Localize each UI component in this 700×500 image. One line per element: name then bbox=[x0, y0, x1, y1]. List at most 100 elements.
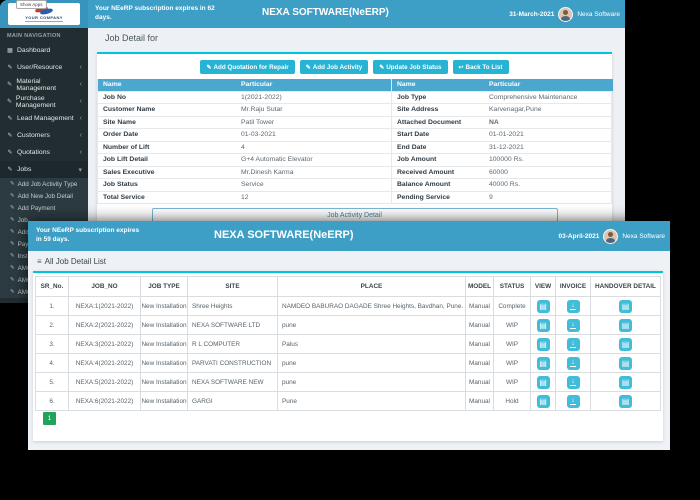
view-button[interactable]: ▤ bbox=[536, 299, 550, 313]
sidebar-item-user-resource[interactable]: ✎ User/Resource ‹ bbox=[0, 59, 88, 76]
detail-value: 60000 bbox=[484, 167, 613, 179]
detail-label: Number of Lift bbox=[98, 142, 236, 154]
sidebar-item-label: Lead Management bbox=[17, 115, 74, 122]
handover-detail-button[interactable]: ▤ bbox=[619, 337, 632, 351]
submenu-item-add-payment[interactable]: ✎ Add Payment bbox=[0, 202, 88, 214]
cell-job-no: NEXA:1(2021-2022) bbox=[69, 297, 141, 316]
column-header-job-type[interactable]: JOB TYPE bbox=[141, 277, 188, 297]
logo-area[interactable]: YOUR COMPANY bbox=[0, 0, 88, 28]
submenu-item[interactable]: ✎ AMC bbox=[0, 262, 88, 274]
submenu-item[interactable]: ✎ Pay bbox=[0, 238, 88, 250]
cell-site: GARGI bbox=[188, 392, 278, 411]
view-button[interactable]: ▤ bbox=[536, 318, 550, 332]
show-apps-tooltip[interactable]: Show Apps bbox=[16, 0, 47, 9]
add-job-activity-button[interactable]: ✎ Add Job Activity bbox=[299, 60, 369, 74]
download-icon: ↓ bbox=[570, 302, 576, 310]
submenu-item[interactable]: ✎ Add bbox=[0, 226, 88, 238]
invoice-button[interactable]: ↓ bbox=[566, 394, 580, 408]
detail-value: NA bbox=[484, 117, 613, 129]
edit-icon: ✎ bbox=[7, 150, 13, 156]
handover-detail-button[interactable]: ▤ bbox=[619, 356, 632, 370]
column-header-site[interactable]: SITE bbox=[188, 277, 278, 297]
handover-icon: ▤ bbox=[621, 396, 630, 406]
view-button[interactable]: ▤ bbox=[536, 394, 550, 408]
submenu-item[interactable]: ✎ Inst bbox=[0, 250, 88, 262]
sidebar-item-quotations[interactable]: ✎ Quotations ‹ bbox=[0, 144, 88, 161]
user-name: Nexa Software bbox=[622, 232, 665, 240]
page-1-button[interactable]: 1 bbox=[43, 412, 56, 425]
detail-label: Job Type bbox=[391, 91, 484, 104]
submenu-item[interactable]: ✎ AMC bbox=[0, 286, 88, 298]
add-quotation-for-repair-button[interactable]: ✎ Add Quotation for Repair bbox=[200, 60, 295, 74]
view-icon: ▤ bbox=[539, 320, 547, 330]
column-header-place[interactable]: PLACE bbox=[278, 277, 466, 297]
edit-icon: ✎ bbox=[10, 253, 15, 259]
detail-value: Comprehensive Maintenance bbox=[484, 92, 613, 104]
sidebar-item-material-management[interactable]: ✎ Material Management ‹ bbox=[0, 76, 88, 93]
logo-company-name: YOUR COMPANY bbox=[25, 14, 63, 22]
cell-sr-no: 2. bbox=[36, 316, 69, 335]
dashboard-icon: ▦ bbox=[7, 48, 13, 54]
detail-label: Received Amount bbox=[391, 166, 484, 179]
sidebar-item-customers[interactable]: ✎ Customers ‹ bbox=[0, 127, 88, 144]
cell-status: WIP bbox=[494, 316, 531, 335]
update-job-status-button[interactable]: ✎ Update Job Status bbox=[373, 60, 448, 74]
detail-label: Site Name bbox=[98, 117, 236, 129]
edit-icon: ✎ bbox=[10, 265, 15, 271]
sidebar-item-jobs[interactable]: ✎ Jobs ▾ bbox=[0, 161, 88, 178]
submenu-item[interactable]: ✎ AMC bbox=[0, 274, 88, 286]
back-to-list-button[interactable]: ↩ Back To List bbox=[452, 60, 509, 74]
invoice-button[interactable]: ↓ bbox=[566, 299, 580, 313]
handover-detail-button[interactable]: ▤ bbox=[619, 394, 632, 408]
job-detail-table: Name Particular Name Particular Job No 1… bbox=[97, 79, 613, 204]
detail-value: 40000 Rs. bbox=[484, 179, 613, 192]
job-list-table: SR_No. JOB_NO JOB TYPE SITE PLACE MODEL … bbox=[35, 276, 661, 411]
view-button[interactable]: ▤ bbox=[536, 375, 550, 389]
invoice-button[interactable]: ↓ bbox=[566, 337, 580, 351]
job-list-card: SR_No. JOB_NO JOB TYPE SITE PLACE MODEL … bbox=[33, 271, 663, 441]
column-header-job-no[interactable]: JOB_NO bbox=[69, 277, 141, 297]
subscription-line1: Your NEeRP subscription expires bbox=[36, 227, 140, 234]
submenu-label: Add New Job Detail bbox=[17, 192, 73, 200]
column-header-handover-detail[interactable]: HANDOVER DETAIL bbox=[591, 277, 661, 297]
user-menu[interactable]: 03-April-2021 Nexa Software bbox=[559, 221, 665, 251]
user-menu[interactable]: 31-March-2021 Nexa Software bbox=[509, 0, 620, 28]
current-date: 31-March-2021 bbox=[509, 10, 555, 18]
invoice-button[interactable]: ↓ bbox=[566, 318, 580, 332]
button-label: Add Job Activity bbox=[312, 63, 363, 71]
handover-detail-button[interactable]: ▤ bbox=[619, 299, 632, 313]
handover-detail-button[interactable]: ▤ bbox=[619, 318, 632, 332]
column-header-sr-no[interactable]: SR_No. bbox=[36, 277, 69, 297]
invoice-button[interactable]: ↓ bbox=[566, 375, 580, 389]
column-header-model[interactable]: MODEL bbox=[466, 277, 494, 297]
submenu-item-add-new-job-detail[interactable]: ✎ Add New Job Detail bbox=[0, 190, 88, 202]
cell-sr-no: 3. bbox=[36, 335, 69, 354]
handover-icon: ▤ bbox=[621, 301, 630, 311]
job-detail-card: ✎ Add Quotation for Repair ✎ Add Job Activ… bbox=[97, 52, 613, 236]
edit-icon: ✎ bbox=[7, 133, 13, 139]
sidebar-item-lead-management[interactable]: ✎ Lead Management ‹ bbox=[0, 110, 88, 127]
column-header-view[interactable]: VIEW bbox=[531, 277, 556, 297]
handover-detail-button[interactable]: ▤ bbox=[619, 375, 632, 389]
user-avatar[interactable] bbox=[558, 6, 574, 22]
user-avatar[interactable] bbox=[603, 228, 619, 244]
detail-value: 01-01-2021 bbox=[484, 129, 613, 142]
column-header: Particular bbox=[236, 79, 391, 92]
column-header-status[interactable]: STATUS bbox=[494, 277, 531, 297]
cell-model: Manual bbox=[466, 392, 494, 411]
view-button[interactable]: ▤ bbox=[536, 337, 550, 351]
submenu-item[interactable]: ✎ Job bbox=[0, 214, 88, 226]
list-icon: ≡ bbox=[37, 257, 42, 266]
sidebar-item-dashboard[interactable]: ▦ Dashboard bbox=[0, 42, 88, 59]
detail-value: Mr.Raju Sutar bbox=[236, 104, 391, 117]
detail-value: Mr.Dinesh Karma bbox=[236, 167, 391, 179]
submenu-item-add-job-activity-type[interactable]: ✎ Add Job Activity Type bbox=[0, 178, 88, 190]
submenu-label: Add Payment bbox=[17, 204, 56, 212]
view-button[interactable]: ▤ bbox=[536, 356, 550, 370]
chevron-left-icon: ‹ bbox=[79, 64, 82, 71]
sidebar-item-purchase-management[interactable]: ✎ Purchase Management ‹ bbox=[0, 93, 88, 110]
invoice-button[interactable]: ↓ bbox=[566, 356, 580, 370]
column-header-invoice[interactable]: INVOICE bbox=[556, 277, 591, 297]
cell-site: NEXA SOFTWARE LTD bbox=[188, 316, 278, 335]
current-date: 03-April-2021 bbox=[558, 232, 600, 240]
